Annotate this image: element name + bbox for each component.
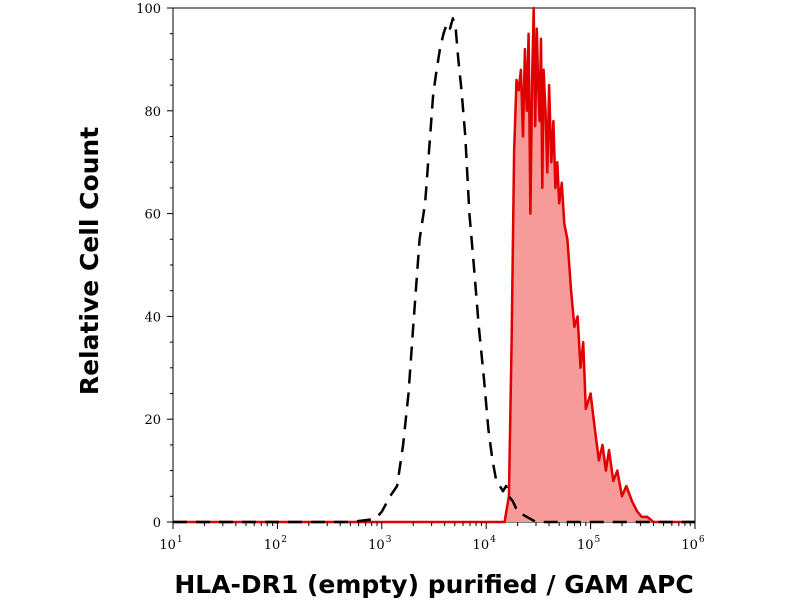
y-tick-label: 100: [136, 2, 161, 17]
x-axis-title: HLA-DR1 (empty) purified / GAM APC: [174, 570, 693, 599]
x-tick-label: 103: [368, 535, 392, 553]
y-axis-title: Relative Cell Count: [75, 127, 104, 395]
x-tick-label: 104: [473, 535, 497, 553]
x-tick-label: 102: [264, 535, 287, 553]
x-tick-label: 101: [159, 535, 182, 553]
y-tick-label: 40: [144, 310, 161, 325]
y-tick-label: 80: [144, 105, 161, 120]
x-axis-ticks: 101 102 103 104 105 106: [159, 522, 705, 553]
plot-area: [172, 6, 696, 524]
stained-histogram-fill: [173, 8, 695, 522]
y-axis-ticks: 0 20 40 60 80 100: [136, 2, 173, 531]
x-tick-label: 105: [577, 535, 601, 553]
control-histogram-line: [173, 17, 695, 524]
x-tick-label: 106: [681, 535, 705, 553]
y-tick-label: 0: [153, 516, 161, 531]
y-tick-label: 60: [144, 208, 161, 223]
y-tick-label: 20: [144, 413, 161, 428]
stained-histogram-line: [173, 6, 695, 524]
